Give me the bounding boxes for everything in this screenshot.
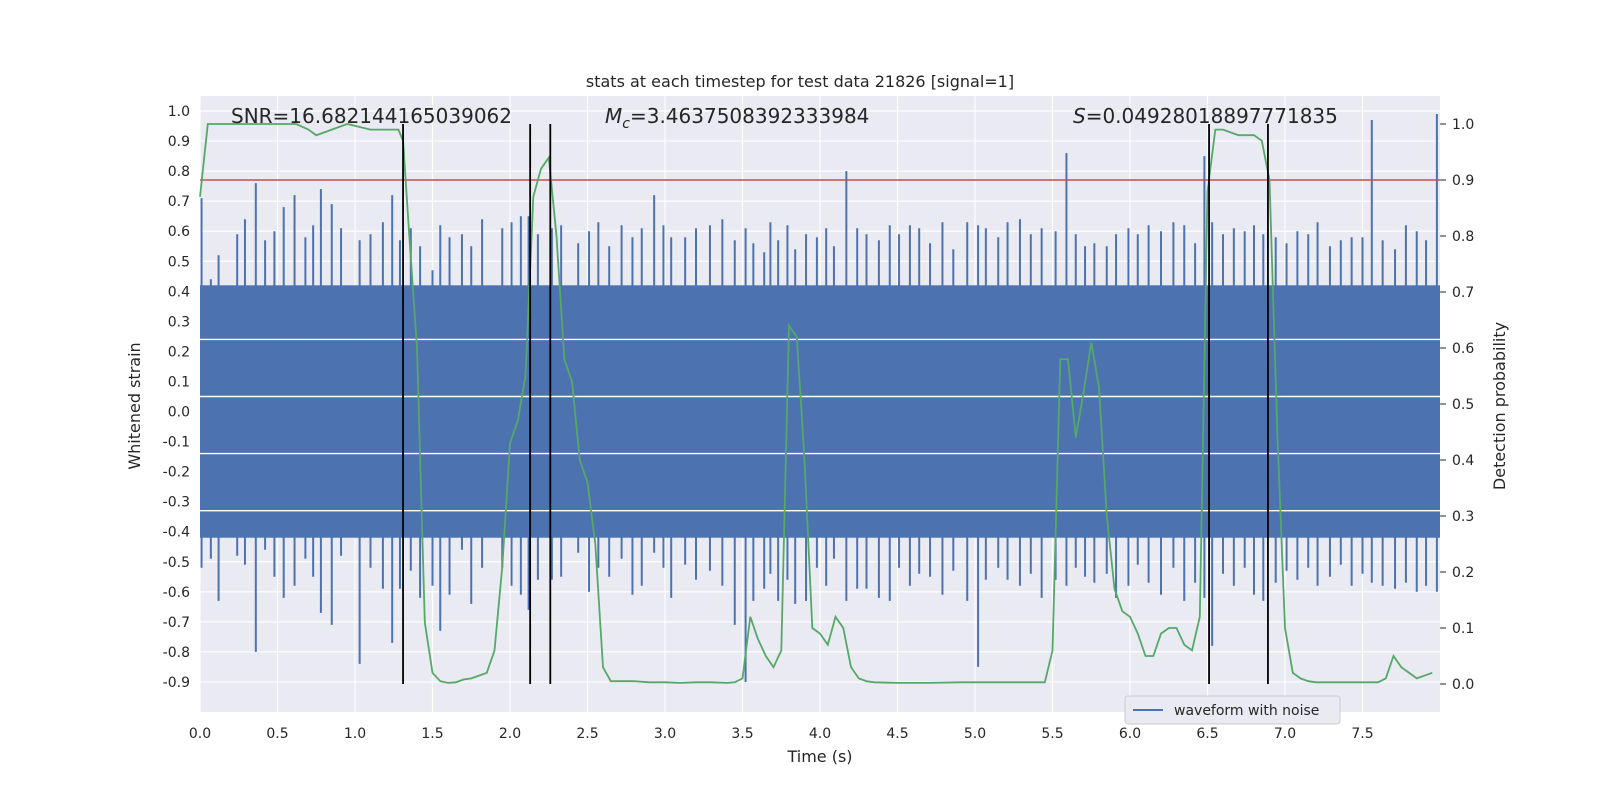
x-axis-label: Time (s) (786, 747, 852, 766)
y2-tick-label-9: 0.1 (1452, 621, 1474, 637)
y2-tick-label-1: 0.9 (1452, 173, 1474, 189)
chirp-mass-annotation: Mc=3.4637508392333984 (605, 104, 869, 132)
y-tick-label-12: -0.2 (163, 465, 190, 481)
chirp-mass-symbol: M (605, 104, 622, 128)
y-tick-label-4: 0.6 (168, 224, 190, 240)
x-tick-label-2: 1.0 (344, 726, 366, 742)
x-tick-label-4: 2.0 (499, 726, 521, 742)
y-tick-label-10: 0.0 (168, 405, 190, 421)
snr-annotation: SNR=16.682144165039062 (231, 104, 512, 128)
x-tick-label-14: 7.0 (1274, 726, 1296, 742)
chart-title: stats at each timestep for test data 218… (586, 72, 1014, 91)
probability-line (199, 123, 1433, 684)
y-tick-label-16: -0.6 (163, 585, 190, 601)
y-tick-label-18: -0.8 (163, 645, 190, 661)
y-tick-label-11: -0.1 (163, 435, 190, 451)
x-tick-label-13: 6.5 (1196, 726, 1218, 742)
y-tick-label-0: 1.0 (168, 104, 190, 120)
y-tick-label-3: 0.7 (168, 194, 190, 210)
x-tick-label-5: 2.5 (576, 726, 598, 742)
legend-label: waveform with noise (1174, 703, 1319, 719)
x-tick-label-6: 3.0 (654, 726, 676, 742)
y-tick-label-6: 0.4 (168, 284, 190, 300)
legend-box (1124, 695, 1341, 725)
chirp-mass-subscript: c (622, 116, 630, 132)
y2-tick-label-8: 0.2 (1452, 565, 1474, 581)
y2-tick-label-2: 0.8 (1452, 229, 1474, 245)
x-tick-label-15: 7.5 (1351, 726, 1373, 742)
y-tick-label-5: 0.5 (168, 254, 190, 270)
x-tick-label-10: 5.0 (964, 726, 986, 742)
y-tick-label-13: -0.3 (163, 495, 190, 511)
legend: waveform with noise (1124, 695, 1341, 725)
x-tick-label-7: 3.5 (731, 726, 753, 742)
x-tick-label-9: 4.5 (886, 726, 908, 742)
x-tick-label-12: 6.0 (1119, 726, 1141, 742)
s-annotation: S=0.04928018897771835 (1073, 104, 1338, 128)
marker-lines (402, 124, 1269, 684)
s-symbol: S (1073, 104, 1086, 128)
y-tick-label-19: -0.9 (163, 675, 190, 691)
chirp-mass-value: =3.4637508392333984 (630, 104, 869, 128)
y-tick-label-1: 0.9 (168, 134, 190, 150)
y2-tick-label-6: 0.4 (1452, 453, 1474, 469)
y-tick-label-15: -0.5 (163, 555, 190, 571)
y-tick-label-7: 0.3 (168, 314, 190, 330)
x-tick-label-3: 1.5 (421, 726, 443, 742)
y2-tick-label-4: 0.6 (1452, 341, 1474, 357)
x-tick-label-1: 0.5 (266, 726, 288, 742)
y-tick-label-2: 0.8 (168, 164, 190, 180)
x-tick-label-0: 0.0 (189, 726, 211, 742)
y2-tick-label-10: 0.0 (1452, 677, 1474, 693)
y-axis-ticks: 1.0 0.9 0.8 0.7 0.6 0.5 0.4 0.3 0.2 0.1 0.0 -0.1 -0.… (163, 104, 190, 691)
y2-tick-label-5: 0.5 (1452, 397, 1474, 413)
y2-axis-label: Detection probability (1490, 322, 1509, 490)
y-axis-label: Whitened strain (125, 342, 144, 469)
y-tick-label-8: 0.2 (168, 344, 190, 360)
y-tick-label-17: -0.7 (163, 615, 190, 631)
waveform-series (200, 114, 1440, 682)
s-value: =0.04928018897771835 (1086, 104, 1338, 128)
probability-series (199, 123, 1433, 684)
y2-tick-label-0: 1.0 (1452, 117, 1474, 133)
x-axis-ticks: 0.0 0.5 1.0 1.5 2.0 2.5 3.0 3.5 4.0 4.5 5.0 5.5 6.0 6… (189, 726, 1374, 742)
x-tick-label-8: 4.0 (809, 726, 831, 742)
y-tick-label-9: 0.1 (168, 374, 190, 390)
y2-axis-ticks: 1.0 0.9 0.8 0.7 0.6 0.5 0.4 0.3 0.2 0.1 0.0 (1440, 117, 1474, 693)
y2-tick-label-7: 0.3 (1452, 509, 1474, 525)
y-tick-label-14: -0.4 (163, 525, 190, 541)
x-tick-label-11: 5.5 (1041, 726, 1063, 742)
y2-tick-label-3: 0.7 (1452, 285, 1474, 301)
